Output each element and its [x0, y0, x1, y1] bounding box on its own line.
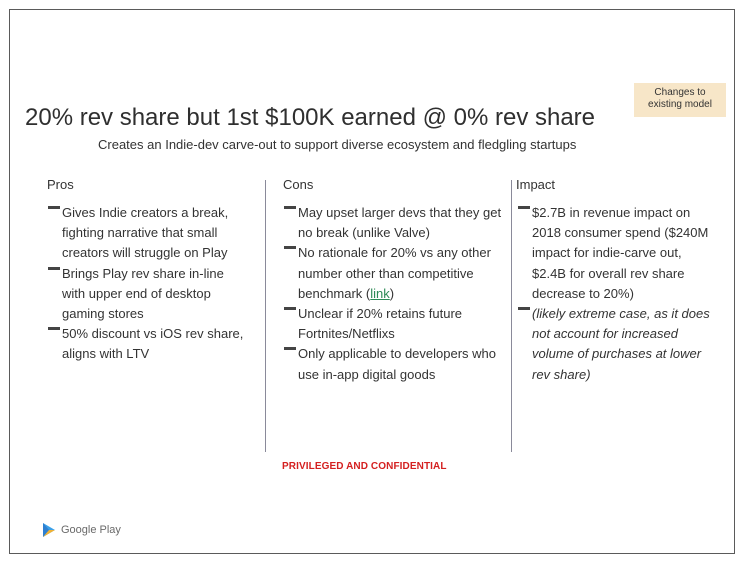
- confidential-label: PRIVILEGED AND CONFIDENTIAL: [282, 461, 447, 472]
- impact-column: $2.7B in revenue impact on 2018 consumer…: [518, 203, 718, 385]
- cons-item-text: No rationale for 20% vs any other number…: [298, 245, 491, 301]
- slide-title: 20% rev share but 1st $100K earned @ 0% …: [25, 104, 596, 131]
- dash-bullet-icon: [284, 246, 296, 250]
- pros-heading: Pros: [47, 177, 74, 192]
- changes-tag: Changes to existing model: [634, 83, 726, 117]
- column-divider-right: [511, 180, 512, 452]
- cons-item-text: May upset larger devs that they get no b…: [298, 205, 502, 241]
- dash-bullet-icon: [48, 266, 60, 270]
- slide: [9, 9, 735, 554]
- dash-bullet-icon: [518, 206, 530, 209]
- link-suffix: ): [389, 285, 395, 301]
- cons-item: May upset larger devs that they get no b…: [284, 203, 509, 243]
- slide-subtitle: Creates an Indie-dev carve-out to suppor…: [98, 137, 577, 152]
- cons-item-text: Unclear if 20% retains future Fortnites/…: [298, 306, 463, 342]
- dash-bullet-icon: [284, 307, 296, 311]
- impact-item: $2.7B in revenue impact on 2018 consumer…: [518, 203, 718, 304]
- pros-item: Gives Indie creators a break, fighting n…: [48, 203, 244, 264]
- cons-item: Unclear if 20% retains future Fortnites/…: [284, 304, 509, 344]
- google-play-logo-text: Google Play: [61, 524, 121, 536]
- cons-item: Only applicable to developers who use in…: [284, 344, 509, 384]
- impact-item-text: (likely extreme case, as it does not acc…: [532, 306, 710, 382]
- pros-item-text: Gives Indie creators a break, fighting n…: [62, 205, 229, 261]
- cons-item-text: Only applicable to developers who use in…: [298, 346, 497, 382]
- column-divider-left: [265, 180, 266, 452]
- pros-item: 50% discount vs iOS rev share, aligns wi…: [48, 324, 244, 364]
- dash-bullet-icon: [518, 307, 530, 311]
- impact-item: (likely extreme case, as it does not acc…: [518, 304, 718, 385]
- google-play-icon: [43, 523, 55, 537]
- pros-item: Brings Play rev share in-line with upper…: [48, 264, 244, 325]
- cons-item: No rationale for 20% vs any other number…: [284, 243, 509, 304]
- impact-item-text: $2.7B in revenue impact on 2018 consumer…: [532, 205, 709, 301]
- impact-heading: Impact: [516, 177, 556, 192]
- dash-bullet-icon: [48, 206, 60, 209]
- pros-column: Gives Indie creators a break, fighting n…: [48, 203, 244, 365]
- pros-item-text: Brings Play rev share in-line with upper…: [62, 265, 224, 322]
- pros-item-text: 50% discount vs iOS rev share, aligns wi…: [62, 326, 244, 362]
- cons-heading: Cons: [283, 177, 314, 192]
- benchmark-link[interactable]: link: [370, 285, 390, 301]
- dash-bullet-icon: [284, 206, 296, 209]
- changes-tag-line2: existing model: [648, 99, 712, 110]
- google-play-logo: Google Play: [43, 523, 121, 537]
- changes-tag-line1: Changes to: [654, 87, 706, 98]
- cons-column: May upset larger devs that they get no b…: [284, 203, 509, 385]
- dash-bullet-icon: [48, 327, 60, 331]
- dash-bullet-icon: [284, 347, 296, 351]
